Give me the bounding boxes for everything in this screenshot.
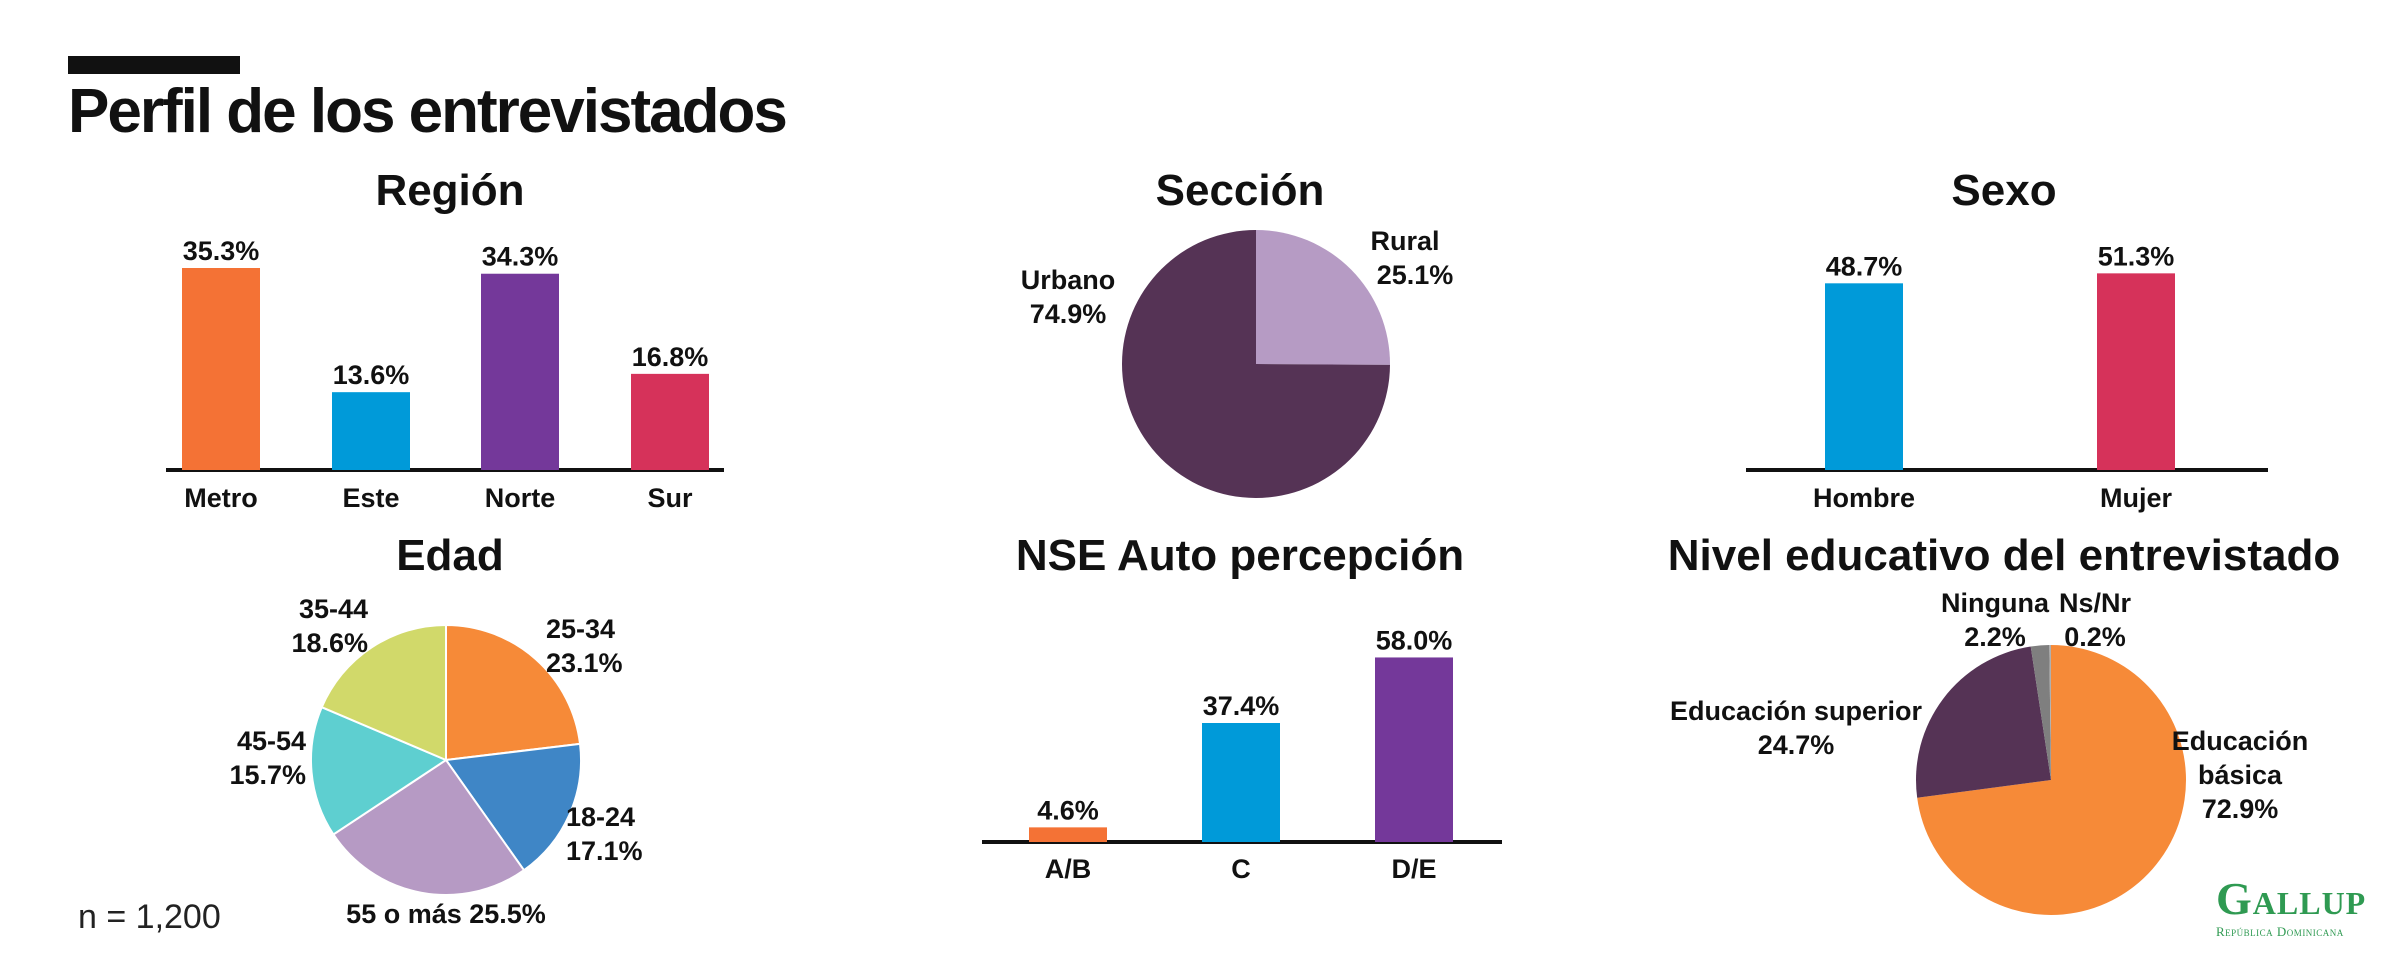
page-title: Perfil de los entrevistados — [68, 77, 788, 146]
edad-category-label-35-44: 35-44 — [299, 594, 368, 624]
educ-chart-title: Nivel educativo del entrevistado — [1668, 531, 2340, 580]
edad-category-label-45-54: 45-54 — [237, 726, 306, 756]
region-category-label-norte: Norte — [485, 483, 556, 513]
sexo-bar-mujer — [2097, 273, 2175, 470]
nse-category-label-c: C — [1231, 854, 1251, 884]
region-chart-title: Región — [375, 166, 524, 215]
educ-category-label-educaci-n-superior: Educación superior — [1670, 696, 1923, 726]
edad-category-label-18-24: 18-24 — [566, 802, 635, 832]
region-bar-sur — [631, 373, 709, 470]
region-value-label-este: 13.6% — [333, 360, 410, 390]
educ-category-label-educaci-n-b-sica-2: básica — [2198, 760, 2283, 790]
region-bar-este — [332, 392, 410, 470]
sexo-value-label-mujer: 51.3% — [2098, 241, 2175, 271]
nse-bar-a-b — [1029, 827, 1107, 842]
seccion-value-label-rural: 25.1% — [1377, 260, 1454, 290]
educ-slice-ninguna — [2030, 645, 2051, 780]
edad-slice-35-44 — [320, 623, 447, 762]
sexo-category-label-mujer: Mujer — [2100, 483, 2173, 513]
edad-slice-25-34 — [445, 623, 582, 762]
sexo-chart-title: Sexo — [1951, 166, 2056, 215]
sexo-value-label-hombre: 48.7% — [1826, 251, 1903, 281]
region-category-label-metro: Metro — [184, 483, 258, 513]
edad-slice-18-24 — [444, 742, 582, 872]
region-value-label-norte: 34.3% — [482, 242, 559, 272]
region-bar-metro — [182, 268, 260, 470]
edad-value-label-18-24: 17.1% — [566, 836, 643, 866]
sexo-category-label-hombre: Hombre — [1813, 483, 1915, 513]
nse-bar-d-e — [1375, 657, 1453, 842]
educ-category-label-educaci-n-b-sica-1: Educación — [2172, 726, 2309, 756]
nse-bar-c — [1202, 723, 1280, 842]
sexo-bar-hombre — [1825, 283, 1903, 470]
edad-chart-title: Edad — [396, 531, 504, 580]
educ-value-label-educaci-n-superior: 24.7% — [1758, 730, 1835, 760]
seccion-value-label-urbano: 74.9% — [1030, 299, 1107, 329]
educ-slice-educaci-n-b-sica — [1917, 645, 2186, 915]
educ-category-label-ns-nr: Ns/Nr — [2059, 588, 2132, 618]
seccion-category-label-rural: Rural — [1370, 226, 1439, 256]
region-category-label-este: Este — [342, 483, 399, 513]
edad-slice-55-o-m-s — [332, 758, 526, 896]
nse-value-label-c: 37.4% — [1203, 691, 1280, 721]
edad-value-label-25-34: 23.1% — [546, 648, 623, 678]
nse-category-label-a-b: A/B — [1045, 854, 1092, 884]
edad-value-label-35-44: 18.6% — [291, 628, 368, 658]
seccion-category-label-urbano: Urbano — [1021, 265, 1116, 295]
sample-size-note: n = 1,200 — [78, 898, 221, 936]
educ-value-label-ninguna: 2.2% — [1964, 622, 2026, 652]
logo-name: Gallup — [2216, 873, 2367, 924]
logo-subtitle: República Dominicana — [2216, 924, 2344, 939]
seccion-slice-urbano — [1121, 230, 1390, 498]
educ-slice-ns-nr — [2049, 645, 2051, 780]
gallup-logo: Gallup República Dominicana — [2216, 876, 2376, 940]
region-bar-norte — [481, 273, 559, 470]
seccion-chart-title: Sección — [1156, 166, 1325, 215]
edad-value-label-45-54: 15.7% — [229, 760, 306, 790]
educ-slice-educaci-n-superior — [1916, 646, 2051, 798]
educ-value-label-ns-nr: 0.2% — [2064, 622, 2126, 652]
edad-label-55-o-m-s: 55 o más 25.5% — [346, 899, 546, 929]
educ-value-label-educaci-n-b-sica: 72.9% — [2202, 794, 2279, 824]
educ-category-label-ninguna: Ninguna — [1941, 588, 2050, 618]
region-category-label-sur: Sur — [647, 483, 693, 513]
nse-chart-title: NSE Auto percepción — [1016, 531, 1464, 580]
seccion-slice-rural — [1256, 230, 1390, 365]
nse-category-label-d-e: D/E — [1391, 854, 1436, 884]
region-value-label-sur: 16.8% — [632, 342, 709, 372]
edad-slice-45-54 — [310, 705, 449, 836]
edad-category-label-25-34: 25-34 — [546, 614, 615, 644]
nse-value-label-a-b: 4.6% — [1037, 795, 1099, 825]
nse-value-label-d-e: 58.0% — [1376, 625, 1453, 655]
title-accent-bar — [68, 56, 240, 74]
region-value-label-metro: 35.3% — [183, 236, 260, 266]
